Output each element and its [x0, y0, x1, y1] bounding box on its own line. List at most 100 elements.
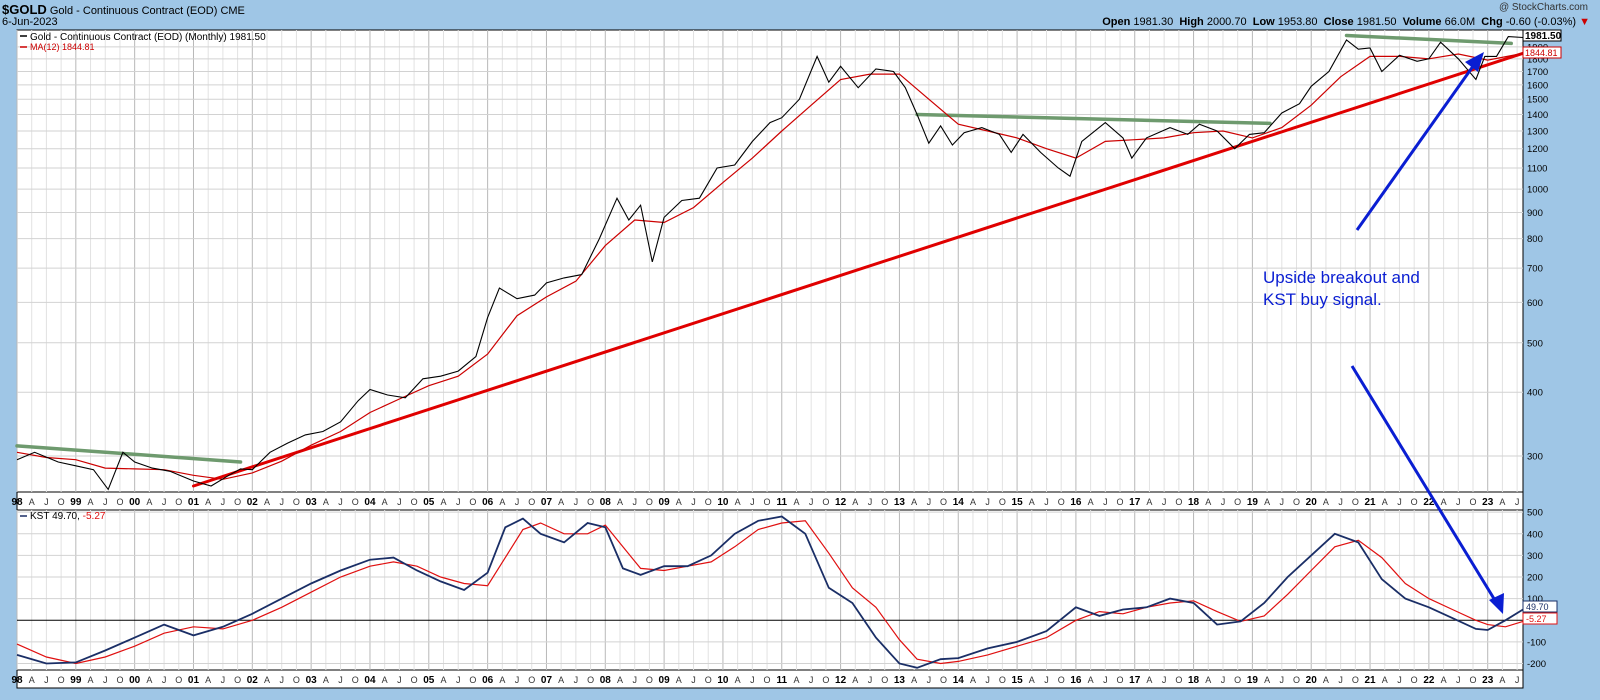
exchange-label: CME [220, 5, 245, 17]
x-tick-year: 17 [1129, 675, 1141, 686]
price-y-tick: 300 [1527, 451, 1543, 462]
price-panel [16, 29, 1524, 493]
uptrend-line [191, 51, 1525, 488]
x-tick-month: O [705, 675, 712, 685]
x-tick-year: 09 [659, 497, 671, 508]
x-tick-year: 12 [835, 675, 847, 686]
x-tick-year: 12 [835, 497, 847, 508]
price-series [16, 36, 1524, 491]
price-y-axis: 300 400 500 600 700 800 900 1000 1100 1200 1300 140… [1527, 42, 1548, 462]
resistance-line [1344, 33, 1513, 46]
x-tick-month: A [1088, 497, 1094, 507]
x-tick-month: A [1088, 675, 1094, 685]
low-value: 1953.80 [1277, 16, 1318, 28]
x-tick-month: O [58, 497, 65, 507]
x-tick-month: O [352, 497, 359, 507]
x-tick-month: J [927, 497, 932, 507]
annotation: Upside breakout and KST buy signal. [1263, 52, 1504, 614]
kst-signal-line [16, 520, 1524, 665]
x-tick-month: A [146, 675, 152, 685]
x-tick-month: O [587, 675, 594, 685]
x-tick-month: A [146, 497, 152, 507]
x-tick-month: J [1456, 675, 1461, 685]
x-tick-month: A [323, 497, 329, 507]
x-tick-month: A [911, 675, 917, 685]
x-tick-month: J [632, 675, 637, 685]
x-tick-year: 20 [1306, 497, 1318, 508]
x-tick-month: O [822, 675, 829, 685]
arrow-head-down-icon [1489, 593, 1504, 614]
x-tick-year: 11 [776, 497, 787, 508]
x-tick-year: 00 [129, 675, 141, 686]
x-tick-month: J [279, 675, 284, 685]
x-tick-year: 02 [247, 675, 259, 686]
x-tick-month: O [1293, 675, 1300, 685]
x-tick-month: J [1338, 675, 1343, 685]
x-tick-month: A [1264, 675, 1270, 685]
x-tick-month: J [397, 497, 402, 507]
credit-label: @ StockCharts.com [1498, 2, 1588, 13]
close-value: 1981.50 [1356, 16, 1397, 28]
x-tick-year: 10 [717, 497, 729, 508]
last-kst-label: 49.70 [1526, 602, 1549, 612]
last-signal-label: -5.27 [1526, 614, 1547, 624]
x-tick-year: 13 [894, 497, 906, 508]
x-tick-month: J [1221, 675, 1226, 685]
x-tick-year: 99 [70, 497, 82, 508]
x-tick-year: 15 [1012, 675, 1024, 686]
x-tick-month: A [793, 497, 799, 507]
x-tick-year: 19 [1247, 497, 1259, 508]
x-tick-month: A [382, 497, 388, 507]
ohlc-summary: Open 1981.30 High 2000.70 Low 1953.80 Cl… [1102, 16, 1590, 28]
x-axis-labels: 9898AAJJOO9999AAJJOO0000AAJJOO0101AAJJOO… [11, 497, 1519, 686]
x-tick-month: A [1382, 675, 1388, 685]
x-tick-year: 00 [129, 497, 141, 508]
x-tick-month: O [1469, 675, 1476, 685]
x-tick-month: O [293, 675, 300, 685]
x-tick-month: A [382, 675, 388, 685]
x-tick-month: J [1280, 675, 1285, 685]
price-y-tick: 900 [1527, 208, 1543, 219]
price-y-tick: 1000 [1527, 185, 1548, 196]
high-label: High [1179, 16, 1204, 28]
x-tick-month: O [1411, 497, 1418, 507]
x-tick-year: 23 [1482, 675, 1494, 686]
x-tick-month: O [58, 675, 65, 685]
x-tick-month: J [221, 497, 226, 507]
open-value: 1981.30 [1133, 16, 1174, 28]
x-tick-month: A [323, 675, 329, 685]
x-tick-month: O [528, 497, 535, 507]
chart-date: 6-Jun-2023 [2, 16, 58, 28]
x-tick-year: 14 [953, 497, 965, 508]
x-tick-month: A [852, 497, 858, 507]
x-tick-month: A [852, 675, 858, 685]
x-tick-month: O [646, 675, 653, 685]
x-tick-month: O [116, 675, 123, 685]
kst-y-tick: 400 [1527, 529, 1543, 540]
x-tick-month: A [1205, 497, 1211, 507]
volume-value: 66.0M [1444, 16, 1476, 28]
x-tick-month: J [1221, 497, 1226, 507]
x-tick-month: J [927, 675, 932, 685]
x-tick-month: O [528, 675, 535, 685]
kst-y-tick: 300 [1527, 551, 1543, 562]
x-tick-month: J [456, 675, 461, 685]
symbol-label: $GOLD [2, 2, 47, 17]
x-tick-month: J [1044, 497, 1049, 507]
x-tick-year: 21 [1364, 497, 1376, 508]
price-y-tick: 400 [1527, 388, 1543, 399]
x-tick-year: 08 [600, 497, 612, 508]
x-tick-month: O [881, 675, 888, 685]
x-tick-month: J [985, 497, 990, 507]
x-tick-month: O [822, 497, 829, 507]
x-tick-month: A [29, 497, 35, 507]
x-tick-month: J [632, 497, 637, 507]
kst-y-tick: -100 [1527, 637, 1546, 648]
x-tick-month: J [574, 497, 579, 507]
x-tick-month: J [1044, 675, 1049, 685]
x-tick-month: A [1205, 675, 1211, 685]
x-tick-year: 16 [1070, 675, 1082, 686]
x-tick-month: A [970, 497, 976, 507]
x-tick-month: O [1175, 497, 1182, 507]
x-tick-year: 01 [188, 497, 200, 508]
